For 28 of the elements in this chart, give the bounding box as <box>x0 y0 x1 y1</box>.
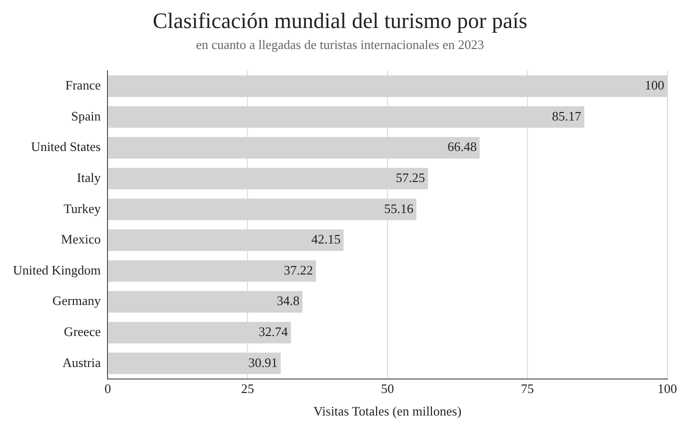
y-tick-label: Turkey <box>64 200 102 216</box>
y-tick-label: United States <box>31 139 101 154</box>
chart-subtitle: en cuanto a llegadas de turistas internacionales en 2023 <box>194 37 486 53</box>
data-label: 42.15 <box>311 232 341 247</box>
y-tick-label: Germany <box>52 293 102 308</box>
chart-title: Clasificación mundial del turismo por país <box>152 8 528 34</box>
data-label: 30.91 <box>248 354 278 370</box>
y-tick-label: Italy <box>76 170 102 186</box>
data-label: 85.17 <box>552 108 582 124</box>
y-tick-label: Greece <box>64 324 101 340</box>
x-tick-label: 25 <box>241 381 254 396</box>
data-label: 37.22 <box>284 262 313 278</box>
x-tick-label: 50 <box>380 381 394 396</box>
data-label: 100 <box>644 78 664 93</box>
data-label: 66.48 <box>447 139 477 154</box>
y-tick-label: Spain <box>71 108 102 124</box>
data-label: 55.16 <box>384 200 414 216</box>
y-tick-label: Austria <box>62 354 101 370</box>
y-tick-label: France <box>65 78 101 93</box>
y-tick-label: United Kingdom <box>12 262 101 278</box>
data-label: 57.25 <box>396 170 426 186</box>
y-tick-label: Mexico <box>61 232 101 247</box>
data-label: 32.74 <box>258 324 288 340</box>
x-tick-label: 100 <box>658 381 677 396</box>
x-tick-label: 75 <box>520 381 534 396</box>
x-axis-title: Visitas Totales (en millones) <box>314 404 462 419</box>
x-tick-label: 0 <box>104 381 111 396</box>
data-label: 34.8 <box>276 293 300 308</box>
